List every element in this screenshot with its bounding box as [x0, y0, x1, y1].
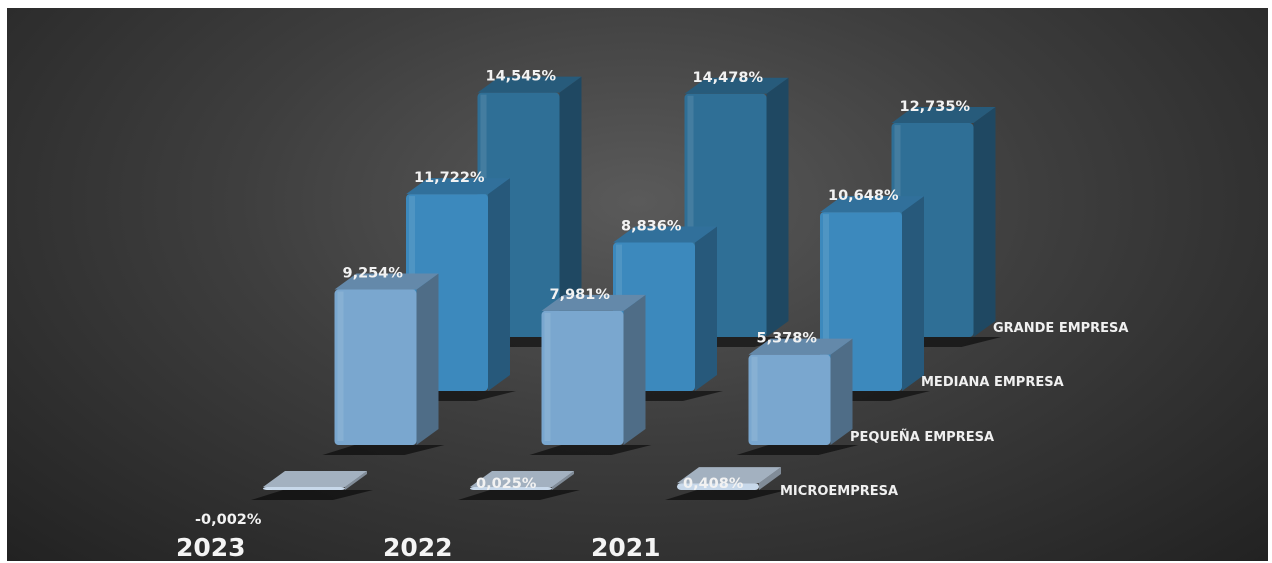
value-label-mediana-empresa-2023: 11,722% — [414, 170, 485, 186]
year-label-2021: 2021 — [591, 533, 661, 561]
series-label-microempresa: MICROEMPRESA — [780, 484, 898, 499]
bar-pequena-empresa-2023-front — [334, 289, 417, 445]
year-label-2022: 2022 — [383, 533, 453, 561]
bar-microempresa-2022-shadow — [458, 490, 580, 500]
bar-microempresa-2022-side — [552, 471, 574, 490]
series-label-mediana-empresa: MEDIANA EMPRESA — [921, 375, 1064, 390]
year-label-2023: 2023 — [176, 533, 246, 561]
value-label-microempresa-2021: 0,408% — [683, 476, 744, 492]
bar-microempresa-2021-sheen — [680, 485, 686, 487]
bar-pequena-empresa-2023-sheen — [337, 291, 344, 441]
bar-shadows — [251, 337, 1002, 500]
bar-grande-empresa-2023-top — [477, 76, 582, 93]
bars — [263, 76, 996, 490]
bar-pequena-empresa-2022-side — [623, 294, 646, 445]
bar-mediana-empresa-2022-top — [613, 226, 717, 243]
bar-grande-empresa-2021-side — [973, 107, 996, 337]
bar-mediana-empresa-2023-side — [488, 178, 510, 391]
value-label-grande-empresa-2023: 14,545% — [486, 69, 557, 85]
bar-microempresa-2021-side — [759, 467, 781, 490]
chart-area: 14,545% 14,478% 12,735% 11,722% 8,836% 10,648… — [7, 8, 1268, 561]
bar-grande-empresa-2023-side — [559, 76, 582, 338]
bar-microempresa-2021-top — [677, 467, 781, 484]
bar-pequena-empresa-2022-top — [541, 294, 646, 311]
bar-grande-empresa-2022-top — [684, 77, 789, 94]
bar-mediana-empresa-2023-top — [406, 178, 510, 195]
bar-microempresa-2023-front — [263, 487, 345, 490]
bar-pequena-empresa-2022 — [541, 294, 646, 445]
bar-mediana-empresa-2022-side — [695, 226, 717, 391]
chart-svg: 14,545% 14,478% 12,735% 11,722% 8,836% 10,648… — [176, 69, 1128, 561]
bar-microempresa-2023-side — [345, 471, 367, 490]
value-label-mediana-empresa-2021: 10,648% — [828, 188, 899, 204]
bar-microempresa-2022-top — [470, 471, 574, 487]
series-label-pequena-empresa: PEQUEÑA EMPRESA — [850, 429, 994, 445]
bar-pequena-empresa-2023 — [334, 273, 439, 445]
bar-mediana-empresa-2021-top — [820, 196, 924, 213]
value-label-pequena-empresa-2023: 9,254% — [343, 266, 404, 282]
bar-microempresa-2021-shadow — [665, 490, 787, 500]
bar-pequena-empresa-2023-top — [334, 273, 439, 290]
value-label-grande-empresa-2021: 12,735% — [900, 99, 971, 115]
series-label-grande-empresa: GRANDE EMPRESA — [993, 321, 1128, 336]
bar-microempresa-2023 — [263, 471, 367, 490]
bar-pequena-empresa-2021 — [748, 338, 853, 445]
bar-microempresa-2021-front — [677, 483, 759, 490]
bar-pequena-empresa-2022-sheen — [544, 312, 551, 441]
bar-microempresa-2021 — [677, 467, 781, 490]
bar-pequena-empresa-2021-sheen — [751, 356, 758, 441]
series-labels: MICROEMPRESA PEQUEÑA EMPRESA MEDIANA EMPRE… — [780, 321, 1128, 499]
bar-pequena-empresa-2021-shadow — [736, 445, 859, 455]
bar-pequena-empresa-2023-shadow — [322, 445, 445, 455]
bar-grande-empresa-2022-side — [766, 77, 789, 338]
bar-microempresa-2022 — [470, 471, 574, 490]
value-label-microempresa-2022: 0,025% — [476, 476, 537, 492]
bar-mediana-empresa-2021-side — [902, 196, 924, 391]
bar-microempresa-2023-sheen — [266, 489, 272, 490]
bar-microempresa-2022-front — [470, 487, 552, 490]
value-label-pequena-empresa-2022: 7,981% — [550, 287, 611, 303]
bar-pequena-empresa-2022-front — [541, 310, 624, 445]
bar-microempresa-2023-shadow — [251, 490, 373, 500]
value-labels: 14,545% 14,478% 12,735% 11,722% 8,836% 10,648… — [195, 69, 970, 528]
value-label-mediana-empresa-2022: 8,836% — [621, 219, 682, 235]
value-label-pequena-empresa-2021: 5,378% — [757, 331, 818, 347]
bar-pequena-empresa-2021-front — [748, 354, 831, 445]
value-label-microempresa-2023: -0,002% — [195, 512, 262, 528]
bar-pequena-empresa-2022-shadow — [529, 445, 652, 455]
bar-pequena-empresa-2021-top — [748, 338, 853, 355]
year-labels: 2023 2022 2021 — [176, 533, 661, 561]
bar-grande-empresa-2022-sheen — [687, 95, 694, 334]
bar-mediana-empresa-2021-sheen — [823, 214, 829, 387]
bar-microempresa-2023-top — [263, 471, 367, 487]
bar-grande-empresa-2021-top — [891, 107, 996, 124]
bar-microempresa-2022-sheen — [473, 489, 479, 490]
value-label-grande-empresa-2022: 14,478% — [693, 70, 764, 86]
bar-pequena-empresa-2023-side — [416, 273, 439, 445]
bar-pequena-empresa-2021-side — [830, 338, 853, 445]
